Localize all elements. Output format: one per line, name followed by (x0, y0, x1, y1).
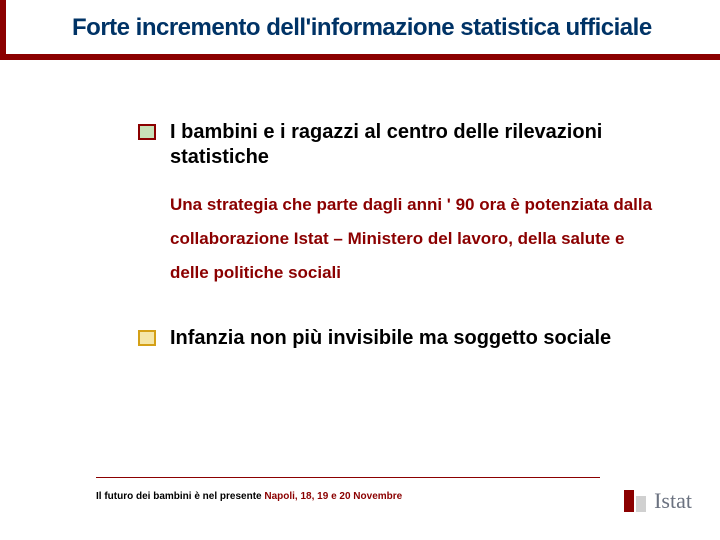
logo-text: Istat (654, 488, 692, 514)
bullet-text: Infanzia non più invisibile ma soggetto … (170, 326, 611, 351)
slide-title: Forte incremento dell'informazione stati… (72, 14, 696, 42)
header-left-stub (0, 0, 6, 54)
footer-red: Napoli, 18, 19 e 20 Novembre (262, 491, 403, 502)
bullet-item: Infanzia non più invisibile ma soggetto … (138, 326, 660, 351)
footer-rule (96, 477, 600, 478)
istat-logo: Istat (624, 488, 692, 514)
bullet-text: I bambini e i ragazzi al centro delle ri… (170, 120, 660, 170)
bullet-square-icon (138, 330, 156, 346)
bullet-subtext: Una strategia che parte dagli anni ' 90 … (170, 188, 660, 290)
content-area: I bambini e i ragazzi al centro delle ri… (138, 120, 660, 363)
footer-black: Il futuro dei bambini è nel presente (96, 491, 262, 502)
bullet-square-icon (138, 124, 156, 140)
logo-bars-icon (624, 490, 648, 512)
bullet-item: I bambini e i ragazzi al centro delle ri… (138, 120, 660, 170)
footer-text: Il futuro dei bambini è nel presente Nap… (96, 491, 402, 502)
header-rule (0, 54, 720, 60)
